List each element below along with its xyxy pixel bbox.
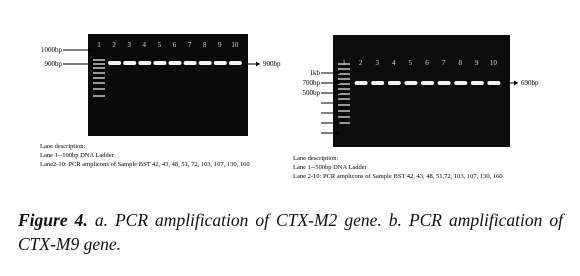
ladder-band bbox=[338, 63, 350, 65]
description-title: Lane description: bbox=[293, 155, 338, 162]
arrow-head bbox=[514, 80, 518, 86]
arrow-head bbox=[336, 70, 340, 76]
ladder-band bbox=[93, 67, 105, 69]
ladder-band bbox=[338, 78, 350, 80]
arrow-head bbox=[336, 100, 340, 106]
ladder-band bbox=[93, 63, 105, 65]
marker-label: 900bp bbox=[263, 60, 281, 68]
ladder-band bbox=[338, 88, 350, 90]
ladder-band bbox=[338, 98, 350, 100]
ladder-band bbox=[338, 83, 350, 85]
band bbox=[454, 81, 468, 85]
band bbox=[371, 81, 385, 85]
lane-label: 10 bbox=[490, 59, 498, 67]
lane-label: 10 bbox=[231, 41, 239, 49]
arrow-head bbox=[336, 80, 340, 86]
band bbox=[437, 81, 451, 85]
arrow-head bbox=[88, 61, 92, 67]
lane-label: 3 bbox=[127, 41, 131, 49]
band bbox=[387, 81, 401, 85]
lane-label: 7 bbox=[442, 59, 446, 67]
band bbox=[470, 81, 484, 85]
band bbox=[487, 81, 501, 85]
lane-label: 6 bbox=[425, 59, 429, 67]
arrow-head bbox=[336, 120, 340, 126]
caption-text: a. PCR amplification of CTX-M2 gene. b. … bbox=[18, 210, 563, 254]
caption-label: Figure 4. bbox=[18, 210, 88, 230]
lane-label: 7 bbox=[188, 41, 192, 49]
lane-label: 2 bbox=[359, 59, 363, 67]
arrow-head bbox=[336, 110, 340, 116]
marker-label: 700bp bbox=[303, 79, 321, 87]
lane-label: 4 bbox=[392, 59, 396, 67]
arrow-head bbox=[336, 90, 340, 96]
ladder-band bbox=[338, 122, 350, 124]
caption: Figure 4. a. PCR amplification of CTX-M2… bbox=[18, 208, 563, 256]
lane-label: 2 bbox=[112, 41, 116, 49]
band bbox=[123, 61, 137, 65]
arrow-head bbox=[256, 61, 260, 67]
figure: 1 2 3 4 5 6 7 8 9 10 1000bp 900bp 900bp Lane descript… bbox=[40, 34, 539, 180]
band bbox=[153, 61, 167, 65]
band bbox=[228, 61, 242, 65]
marker-label: 500bp bbox=[303, 89, 321, 97]
arrow-head bbox=[336, 130, 340, 136]
marker-label: 900bp bbox=[45, 60, 63, 68]
band bbox=[198, 61, 212, 65]
band bbox=[404, 81, 418, 85]
description-title: Lane description: bbox=[40, 143, 85, 150]
band bbox=[421, 81, 434, 85]
ladder-band bbox=[93, 77, 105, 79]
lane-label: 6 bbox=[173, 41, 177, 49]
ladder-band bbox=[93, 72, 105, 74]
description-line: Lane 1--100bp DNA Ladder bbox=[40, 152, 115, 159]
band bbox=[138, 61, 152, 65]
ladder-band bbox=[338, 93, 350, 95]
ladder-band bbox=[93, 95, 105, 97]
description-line: Lane2-10: PCR amplicons of Sample BST 42… bbox=[40, 161, 250, 168]
description-line: Lane 2-10: PCR amplicons of Sample BST 4… bbox=[293, 173, 503, 180]
marker-label: 1000bp bbox=[41, 46, 63, 54]
lane-label: 5 bbox=[158, 41, 162, 49]
arrow-head bbox=[88, 47, 92, 53]
band bbox=[183, 61, 197, 65]
band bbox=[213, 61, 227, 65]
lane-label: 1 bbox=[97, 41, 101, 49]
gel-b bbox=[333, 35, 510, 147]
band bbox=[354, 81, 368, 85]
ladder-band bbox=[93, 59, 105, 61]
ladder-band bbox=[93, 82, 105, 84]
lane-label: 8 bbox=[203, 41, 207, 49]
band bbox=[108, 61, 122, 65]
ladder-band bbox=[338, 73, 350, 75]
gel-a bbox=[88, 34, 248, 136]
description-line: Lane 1--500bp DNA Ladder bbox=[293, 164, 368, 171]
lane-label: 8 bbox=[458, 59, 462, 67]
ladder-band bbox=[93, 88, 105, 90]
marker-label: 1kb bbox=[310, 69, 321, 77]
ladder-band bbox=[338, 104, 350, 106]
marker-label: 690bp bbox=[521, 79, 539, 87]
ladder-band bbox=[338, 68, 350, 70]
lane-label: 4 bbox=[143, 41, 147, 49]
lane-label: 9 bbox=[218, 41, 222, 49]
ladder-band bbox=[338, 116, 350, 118]
ladder-band bbox=[338, 110, 350, 112]
lane-label: 3 bbox=[375, 59, 379, 67]
lane-label: 9 bbox=[475, 59, 479, 67]
band bbox=[168, 61, 182, 65]
lane-label: 5 bbox=[409, 59, 413, 67]
